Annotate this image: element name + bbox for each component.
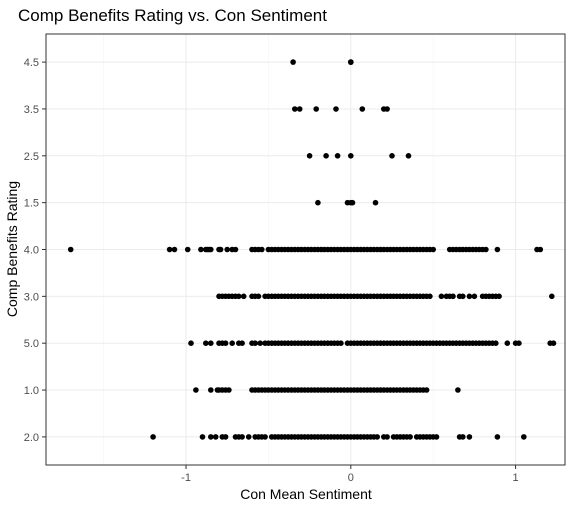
data-points: [67, 59, 557, 440]
data-point: [296, 106, 303, 112]
data-point: [333, 106, 339, 112]
data-point: [166, 246, 173, 253]
data-point: [239, 434, 245, 440]
x-tick-label: -1: [181, 472, 191, 484]
data-point: [348, 153, 354, 159]
data-point: [496, 293, 502, 300]
data-point: [257, 340, 264, 347]
y-tick-label: 4.0: [24, 245, 39, 257]
data-point: [455, 387, 461, 393]
data-point: [521, 434, 527, 440]
data-point: [374, 434, 381, 440]
y-tick-label: 5.0: [24, 338, 39, 350]
data-point: [471, 293, 478, 300]
x-axis-title: Con Mean Sentiment: [240, 486, 372, 502]
data-point: [466, 293, 473, 300]
data-point: [338, 340, 344, 347]
data-point: [188, 340, 194, 347]
data-point: [407, 434, 413, 440]
data-point: [323, 153, 329, 159]
data-point: [504, 340, 511, 347]
data-point: [313, 106, 320, 112]
data-point: [466, 434, 473, 440]
data-point: [245, 434, 252, 440]
data-point: [427, 293, 433, 300]
data-point: [232, 246, 239, 253]
data-point: [240, 293, 247, 300]
data-point: [372, 199, 379, 206]
chart-title: Comp Benefits Rating vs. Con Sentiment: [18, 6, 327, 25]
axes: -1 0 1 2.0 1.0 5.0 3.0 4.0 1.5 2.5 3.5 4.5: [24, 57, 519, 484]
x-tick-label: 0: [348, 472, 354, 484]
data-point: [334, 153, 341, 159]
data-point: [384, 434, 390, 440]
data-point: [493, 340, 499, 347]
x-tick-label: 1: [513, 472, 519, 484]
data-point: [483, 246, 489, 253]
data-point: [450, 293, 456, 300]
data-point: [292, 106, 298, 112]
data-point: [549, 293, 555, 300]
y-tick-label: 3.0: [24, 291, 39, 303]
data-point: [236, 293, 242, 300]
y-axis-title: Comp Benefits Rating: [4, 181, 20, 317]
data-point: [208, 387, 214, 393]
data-point: [208, 434, 214, 440]
data-point: [494, 246, 501, 253]
data-point: [537, 246, 544, 253]
data-point: [203, 340, 209, 347]
data-point: [262, 434, 268, 440]
y-tick-label: 2.0: [24, 432, 39, 444]
data-point: [171, 246, 178, 253]
data-point: [67, 246, 74, 253]
data-point: [229, 340, 235, 347]
data-point: [433, 434, 440, 440]
data-point: [349, 199, 356, 206]
data-point: [460, 434, 466, 440]
y-tick-label: 1.0: [24, 385, 39, 397]
data-point: [315, 199, 321, 206]
data-point: [255, 293, 262, 300]
data-point: [212, 434, 219, 440]
data-point: [222, 434, 229, 440]
data-point: [150, 434, 156, 440]
y-tick-label: 4.5: [24, 57, 39, 69]
data-point: [348, 59, 354, 65]
data-point: [208, 340, 214, 347]
data-point: [460, 293, 466, 300]
data-point: [217, 246, 224, 253]
data-point: [384, 106, 390, 112]
data-point: [423, 387, 430, 393]
data-point: [359, 106, 366, 112]
data-point: [438, 293, 445, 300]
y-tick-label: 1.5: [24, 198, 39, 210]
data-point: [224, 246, 230, 253]
data-point: [430, 246, 437, 253]
data-point: [239, 340, 245, 347]
data-point: [405, 153, 412, 159]
data-point: [259, 246, 265, 253]
y-tick-label: 3.5: [24, 104, 39, 116]
data-point: [208, 246, 214, 253]
data-point: [184, 246, 191, 253]
data-point: [222, 340, 229, 347]
y-tick-label: 2.5: [24, 151, 39, 163]
data-point: [226, 387, 232, 393]
data-point: [389, 153, 395, 159]
data-point: [306, 153, 313, 159]
data-point: [494, 434, 501, 440]
plot-panel: [45, 33, 566, 466]
data-point: [199, 434, 206, 440]
data-point: [516, 340, 522, 347]
data-point: [193, 387, 199, 393]
data-point: [198, 246, 204, 253]
data-point: [550, 340, 557, 347]
data-point: [290, 59, 296, 65]
data-point: [252, 340, 258, 347]
